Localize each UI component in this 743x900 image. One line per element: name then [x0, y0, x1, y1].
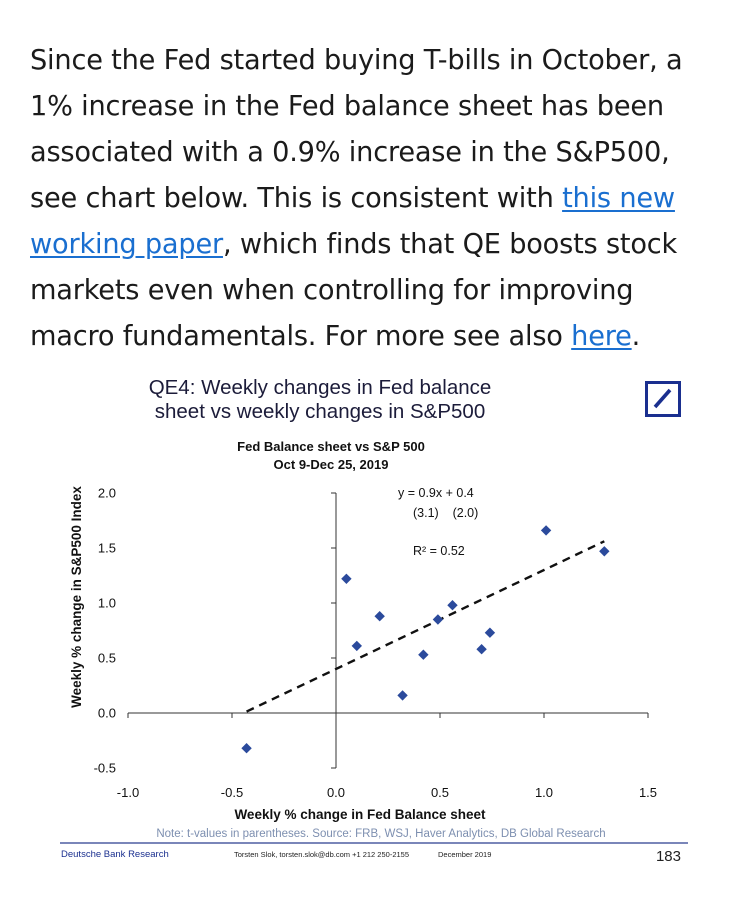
data-point: [484, 627, 496, 638]
x-tick-label: 1.5: [639, 785, 657, 800]
data-point: [418, 649, 429, 660]
x-tick-label: 0.5: [431, 785, 449, 800]
y-tick-label: 1.5: [98, 541, 116, 556]
footer-author: Torsten Slok, torsten.slok@db.com +1 212…: [234, 850, 409, 859]
chart-heading-line-2: sheet vs weekly changes in S&P500: [154, 400, 486, 423]
x-tick-label: 0.0: [327, 785, 345, 800]
data-points: [241, 525, 610, 754]
paragraph-text-2: , which finds that QE boosts stock marke…: [30, 229, 678, 352]
x-tick-label: -0.5: [221, 785, 243, 800]
axes: [127, 492, 649, 769]
chart-subtitle: Oct 9-Dec 25, 2019: [274, 457, 389, 472]
data-point: [341, 573, 352, 584]
intro-paragraph: Since the Fed started buying T-bills in …: [30, 38, 720, 360]
here-link[interactable]: here: [571, 321, 632, 352]
paragraph-text-1: Since the Fed started buying T-bills in …: [30, 45, 683, 214]
data-point: [447, 600, 458, 611]
tick-labels: -1.0 -0.5 0.0 0.5 1.0 1.52.01.51.00.50.0-0.5: [94, 486, 657, 801]
x-tick-label: 1.0: [535, 785, 553, 800]
footer-source: Deutsche Bank Research: [61, 849, 169, 860]
t-values: (3.1) (2.0): [413, 506, 478, 520]
footer-date: December 2019: [438, 850, 491, 859]
data-point: [241, 743, 252, 754]
deutsche-bank-logo-icon: [645, 381, 681, 417]
data-point: [432, 614, 444, 625]
y-tick-label: 2.0: [98, 486, 116, 501]
trendline-group: [246, 540, 605, 713]
data-point: [351, 640, 362, 652]
y-tick-label: 0.5: [98, 651, 116, 666]
y-tick-label: -0.5: [94, 761, 116, 776]
data-point: [599, 546, 610, 557]
data-point: [374, 611, 385, 622]
chart-heading-line-1: QE4: Weekly changes in Fed balance: [148, 376, 492, 399]
paragraph-text-3: .: [631, 321, 641, 352]
working-paper-link[interactable]: this new working paper: [30, 183, 675, 260]
y-tick-label: 0.0: [98, 706, 116, 721]
y-axis-label: Weekly % change in S&P500 Index: [69, 486, 84, 708]
data-point: [476, 644, 487, 655]
page-number: 183: [656, 848, 681, 865]
y-tick-label: 1.0: [98, 596, 116, 611]
data-point: [540, 525, 552, 536]
chart-note: Note: t-values in parentheses. Source: F…: [156, 828, 605, 840]
trendline: [246, 540, 605, 713]
x-tick-label: -1.0: [117, 785, 139, 800]
regression-equation: y = 0.9x + 0.4: [398, 486, 474, 500]
x-axis-label: Weekly % change in Fed Balance sheet: [234, 807, 486, 822]
chart-title: Fed Balance sheet vs S&P 500: [237, 439, 425, 454]
data-point: [397, 690, 408, 701]
r-squared: R² = 0.52: [413, 544, 465, 558]
